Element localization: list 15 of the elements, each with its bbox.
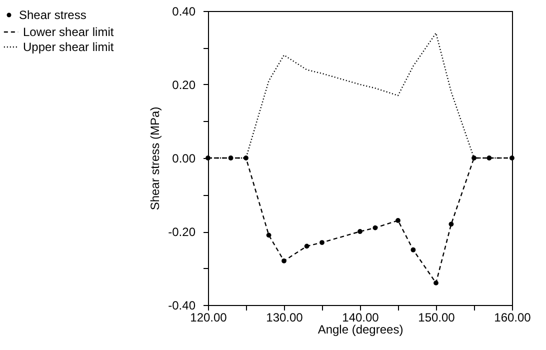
y-tick-label: 0.40 (172, 4, 196, 18)
y-axis-title: Shear stress (MPa) (148, 106, 162, 210)
legend-label: Shear stress (19, 8, 86, 22)
legend-label: Lower shear limit (23, 25, 114, 39)
x-tick-label: 150.00 (418, 310, 456, 324)
x-tick-label: 120.00 (190, 310, 228, 324)
x-tick-label: 160.00 (494, 310, 532, 324)
legend-label: Upper shear limit (23, 40, 114, 54)
y-tick-label: -0.20 (168, 225, 196, 239)
x-tick-label: 140.00 (342, 310, 380, 324)
x-axis-title: Angle (degrees) (318, 322, 404, 336)
y-tick-label: 0.20 (172, 78, 196, 92)
y-tick-label: -0.40 (168, 298, 196, 312)
y-tick-label: 0.00 (172, 152, 196, 166)
x-tick-label: 130.00 (266, 310, 304, 324)
